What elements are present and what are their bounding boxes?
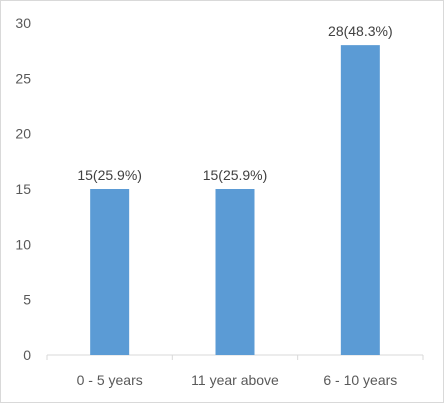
bar bbox=[340, 45, 380, 356]
data-labels: 15(25.9%) 15(25.9%) 28(48.3%) bbox=[77, 23, 392, 183]
data-label: 15(25.9%) bbox=[77, 167, 142, 183]
category-labels: 0 - 5 years 11 year above 6 - 10 years bbox=[77, 372, 398, 388]
bar bbox=[90, 189, 130, 355]
category-label: 11 year above bbox=[191, 372, 279, 388]
category-label: 0 - 5 years bbox=[77, 372, 143, 388]
data-label: 15(25.9%) bbox=[203, 167, 268, 183]
y-tick-label: 20 bbox=[15, 126, 31, 142]
bar bbox=[215, 189, 255, 355]
y-tick-label: 0 bbox=[23, 347, 31, 363]
x-axis-tick-marks bbox=[46, 355, 424, 360]
bars bbox=[90, 45, 380, 356]
y-tick-label: 5 bbox=[23, 292, 31, 308]
category-label: 6 - 10 years bbox=[323, 372, 397, 388]
y-axis-ticks: 0 5 10 15 20 25 30 bbox=[15, 15, 31, 363]
y-tick-label: 15 bbox=[15, 181, 31, 197]
y-tick-label: 25 bbox=[15, 70, 31, 86]
y-tick-label: 10 bbox=[15, 236, 31, 252]
y-tick-label: 30 bbox=[15, 15, 31, 31]
data-label: 28(48.3%) bbox=[328, 23, 393, 39]
